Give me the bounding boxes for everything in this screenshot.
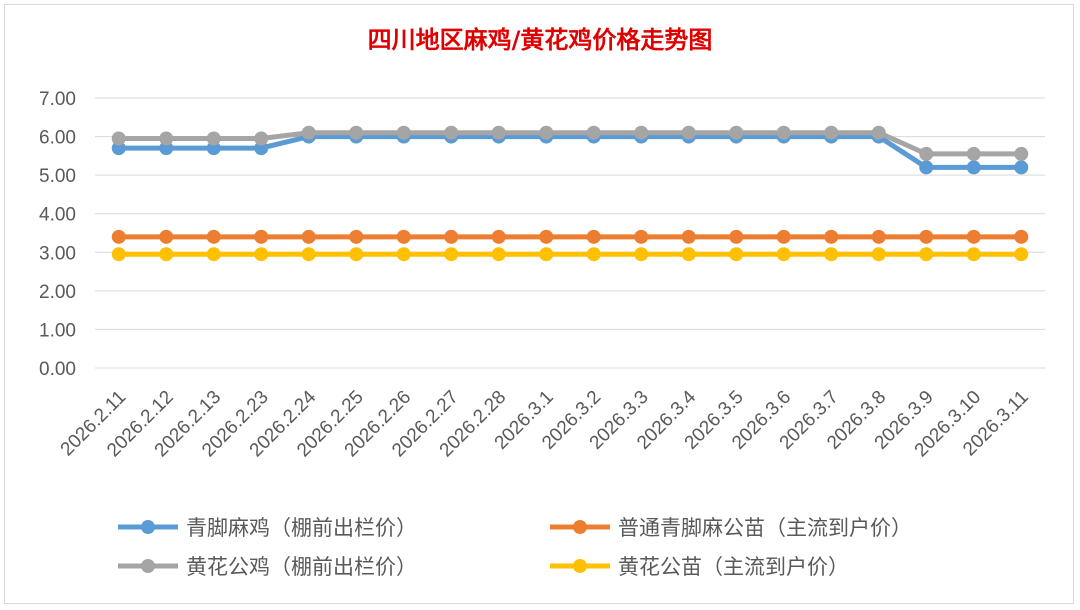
data-point: [349, 229, 364, 244]
data-point: [919, 146, 934, 161]
series-1: [111, 229, 1029, 244]
data-point: [729, 229, 744, 244]
data-point: [966, 247, 981, 262]
data-point: [206, 141, 221, 156]
y-tick-label: 3.00: [39, 243, 76, 264]
series-line: [118, 134, 1022, 170]
data-point: [824, 247, 839, 262]
data-point: [444, 125, 459, 140]
data-point: [111, 229, 126, 244]
data-point: [1014, 247, 1029, 262]
y-tick-label: 1.00: [39, 320, 76, 341]
data-point: [539, 247, 554, 262]
data-point: [634, 247, 649, 262]
y-axis-ticks: 0.00 1.00 2.00 3.00 4.00 5.00 6.00 7.00: [39, 89, 76, 380]
data-point: [586, 125, 601, 140]
y-tick-label: 4.00: [39, 205, 76, 226]
data-point: [111, 247, 126, 262]
data-point: [396, 229, 411, 244]
legend-swatch-marker: [573, 520, 587, 534]
data-point: [634, 229, 649, 244]
series-3: [111, 247, 1029, 262]
data-point: [1014, 229, 1029, 244]
data-point: [444, 247, 459, 262]
data-point: [301, 229, 316, 244]
data-point: [776, 125, 791, 140]
data-point: [539, 125, 554, 140]
data-point: [301, 125, 316, 140]
data-point: [349, 247, 364, 262]
data-point: [254, 141, 269, 156]
data-point: [396, 247, 411, 262]
data-point: [206, 131, 221, 146]
legend-item: 黄花公苗（主流到户价）: [550, 555, 849, 579]
data-point: [966, 146, 981, 161]
y-tick-label: 0.00: [39, 359, 76, 380]
y-tick-label: 5.00: [39, 166, 76, 187]
data-point: [871, 125, 886, 140]
y-tick-label: 2.00: [39, 282, 76, 303]
data-point: [966, 160, 981, 175]
y-tick-label: 6.00: [39, 128, 76, 149]
data-point: [349, 125, 364, 140]
x-axis-ticks: 2026.2.112026.2.122026.2.132026.2.232026…: [57, 386, 1033, 461]
legend-label: 黄花公鸡（棚前出栏价）: [186, 555, 417, 579]
chart-frame: [4, 4, 1074, 604]
data-point: [159, 247, 174, 262]
data-point: [681, 229, 696, 244]
data-point: [824, 229, 839, 244]
series-2: [111, 125, 1029, 161]
data-point: [111, 131, 126, 146]
data-point: [396, 125, 411, 140]
data-point: [159, 131, 174, 146]
data-point: [776, 229, 791, 244]
legend-swatch-marker: [141, 559, 155, 573]
legend-label: 黄花公苗（主流到户价）: [618, 555, 849, 579]
data-point: [254, 131, 269, 146]
data-point: [919, 229, 934, 244]
data-point: [159, 229, 174, 244]
legend-item: 黄花公鸡（棚前出栏价）: [118, 555, 417, 579]
legend-item: 青脚麻鸡（棚前出栏价）: [118, 516, 417, 540]
series-line: [118, 130, 1022, 157]
data-point: [206, 247, 221, 262]
legend-swatch-marker: [141, 520, 155, 534]
data-point: [491, 247, 506, 262]
data-point: [871, 229, 886, 244]
data-point: [871, 247, 886, 262]
data-point: [444, 229, 459, 244]
data-point: [491, 125, 506, 140]
data-point: [586, 247, 601, 262]
data-point: [539, 229, 554, 244]
legend: 青脚麻鸡（棚前出栏价） 普通青脚麻公苗（主流到户价） 黄花公鸡（棚前出栏价） 黄花公苗…: [118, 516, 912, 579]
data-point: [111, 141, 126, 156]
data-point: [254, 247, 269, 262]
data-point: [1014, 146, 1029, 161]
legend-label: 普通青脚麻公苗（主流到户价）: [618, 516, 912, 540]
data-point: [919, 247, 934, 262]
data-point: [729, 247, 744, 262]
legend-label: 青脚麻鸡（棚前出栏价）: [186, 516, 417, 540]
data-point: [159, 141, 174, 156]
data-point: [254, 229, 269, 244]
data-point: [1014, 160, 1029, 175]
data-point: [206, 229, 221, 244]
data-point: [586, 229, 601, 244]
data-point: [966, 229, 981, 244]
data-point: [729, 125, 744, 140]
legend-swatch-marker: [573, 559, 587, 573]
data-point: [634, 125, 649, 140]
data-point: [919, 160, 934, 175]
data-point: [776, 247, 791, 262]
series-group: [111, 125, 1029, 262]
data-point: [491, 229, 506, 244]
data-point: [681, 125, 696, 140]
data-point: [824, 125, 839, 140]
chart-title: 四川地区麻鸡/黄花鸡价格走势图: [368, 26, 713, 54]
legend-item: 普通青脚麻公苗（主流到户价）: [550, 516, 912, 540]
data-point: [681, 247, 696, 262]
y-tick-label: 7.00: [39, 89, 76, 110]
data-point: [301, 247, 316, 262]
